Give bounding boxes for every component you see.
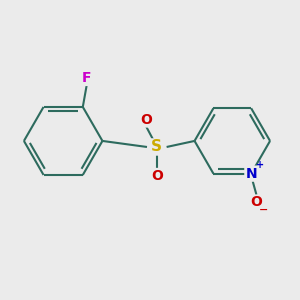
Text: N: N	[245, 167, 257, 181]
Text: O: O	[151, 169, 163, 183]
Text: +: +	[256, 160, 264, 170]
Text: O: O	[250, 195, 262, 209]
Text: O: O	[140, 113, 152, 127]
Text: −: −	[259, 205, 269, 215]
Text: S: S	[151, 140, 162, 154]
Text: F: F	[82, 71, 91, 85]
